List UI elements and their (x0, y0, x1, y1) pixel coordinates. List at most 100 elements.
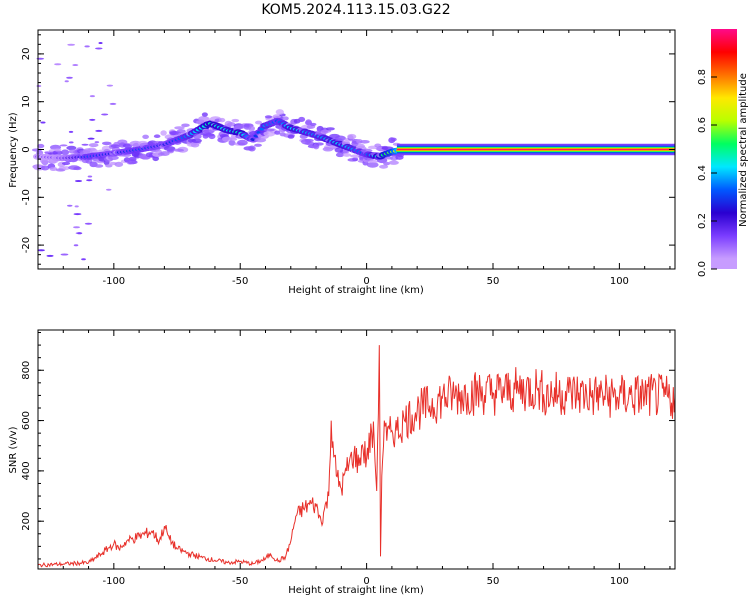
spectrogram-cell (347, 133, 357, 140)
colorbar-tick-label: 0.0 (697, 261, 708, 277)
spectrogram-cell (64, 80, 69, 83)
snr-x-tick-label: 0 (363, 576, 369, 587)
colorbar-tick-label: 0.8 (697, 69, 708, 85)
spectrogram-cell (356, 143, 365, 149)
spectrogram-cell (101, 141, 112, 146)
spectrogram-cell (395, 154, 404, 160)
spectrogram-cell (160, 151, 170, 157)
spectrogram-cell (110, 144, 121, 148)
spectrogram-y-tick-label: 20 (21, 48, 32, 61)
spectrogram-x-tick-label: -50 (232, 276, 248, 287)
spectrogram-cell (54, 148, 62, 152)
spectrogram-cell (95, 47, 103, 50)
spectrogram-cell (282, 116, 289, 121)
spectrogram-cell (105, 188, 112, 191)
spectrogram-cell (40, 165, 50, 171)
spectrogram-cell (274, 130, 281, 135)
spectrogram-cell (379, 164, 389, 169)
spectrogram-cell (366, 162, 379, 168)
spectrogram-heatmap (31, 41, 675, 261)
spectrogram-cell (325, 127, 335, 131)
snr-x-tick-label: -50 (232, 576, 248, 587)
spectrogram-y-tick-label: -20 (21, 237, 32, 253)
colorbar-tick-label: 0.4 (697, 165, 708, 181)
spectrogram-cell (59, 144, 68, 147)
spectrogram-cell (107, 155, 119, 160)
spectrogram-cell (315, 142, 324, 146)
spectrogram-cell (352, 157, 359, 162)
colorbar-label: Normalized spectral amplitude (738, 73, 749, 227)
spectrogram-cell (191, 138, 202, 143)
spectrogram-cell (176, 129, 186, 133)
spectrogram-cell (272, 114, 282, 119)
spectrogram-cell (304, 138, 314, 143)
spectrogram-cell (231, 118, 240, 123)
spectrogram-cell (228, 140, 236, 146)
spectrogram-cell (95, 129, 103, 132)
spectrogram-y-tick-label: -10 (21, 189, 32, 205)
spectrogram-cell (106, 84, 114, 87)
snr-y-tick-label: 800 (21, 361, 32, 380)
spectrogram-cell (73, 244, 79, 247)
spectrogram-cell (101, 113, 109, 116)
spectrogram-cell (44, 151, 51, 154)
spectrogram-cell (328, 145, 338, 149)
spectrogram-cell (73, 166, 82, 171)
spectrogram-cell (73, 213, 82, 216)
spectrogram-cell (105, 164, 113, 168)
spectrogram-cell (66, 76, 73, 79)
spectrogram-cell (62, 166, 70, 171)
spectrogram-x-axis-label: Height of straight line (km) (288, 285, 424, 296)
spectrogram-cell (227, 122, 236, 127)
spectrogram-cell (94, 164, 104, 168)
spectrogram-cell (61, 149, 70, 156)
colorbar-gradient (711, 29, 737, 269)
spectrogram-cell (298, 116, 306, 122)
spectrogram-cell (237, 139, 248, 146)
spectrogram-cell (342, 153, 352, 157)
spectrogram-cell (128, 156, 137, 162)
spectrogram-cell (98, 41, 103, 44)
spectrogram-cell (230, 134, 237, 139)
spectrogram-cell (254, 120, 263, 125)
spectrogram-cell (94, 141, 100, 144)
spectrogram-cell (87, 137, 95, 140)
snr-y-tick-label: 600 (21, 411, 32, 430)
snr-y-tick-label: 200 (21, 512, 32, 531)
spectrogram-cell (390, 137, 397, 142)
colorbar-tick-label: 0.2 (697, 213, 708, 229)
spectrogram-cell (74, 205, 79, 208)
spectrogram-cell (66, 204, 73, 207)
spectrogram-y-tick-label: 0 (21, 146, 32, 152)
spectrogram-cell (66, 145, 77, 151)
spectrogram-cell (248, 145, 256, 152)
spectrogram-cell (77, 232, 82, 235)
colorbar-tick-label: 0.6 (697, 117, 708, 133)
spectrogram-cell (84, 222, 93, 225)
snr-x-tick-label: -100 (102, 576, 125, 587)
spectrogram-cell (263, 128, 275, 132)
spectrogram-cell (287, 134, 295, 139)
spectrogram-y-axis-label: Frequency (Hz) (8, 112, 19, 188)
spectrogram-cell (81, 258, 86, 261)
spectrogram-cell (166, 148, 174, 153)
figure-title: KOM5.2024.113.15.03.G22 (261, 2, 450, 18)
spectrogram-cell (334, 135, 346, 142)
spectrogram-cell (86, 179, 93, 182)
spectrogram-cell (305, 119, 312, 125)
spectrogram-cell (310, 122, 317, 126)
spectrogram-cell (201, 112, 208, 117)
spectrogram-cell (87, 175, 93, 178)
spectrogram-cell (40, 121, 46, 124)
spectrogram-x-tick-label: 100 (610, 276, 629, 287)
spectrogram-x-tick-label: 50 (487, 276, 500, 287)
spectrogram-cell (368, 159, 379, 164)
snr-x-tick-label: 50 (487, 576, 500, 587)
colorbar-ticks: 0.0 0.2 0.4 0.6 0.8 (697, 69, 717, 277)
spectrogram-cell (82, 148, 93, 155)
spectrogram-cell (52, 150, 63, 156)
spectrogram-cell (73, 226, 81, 229)
